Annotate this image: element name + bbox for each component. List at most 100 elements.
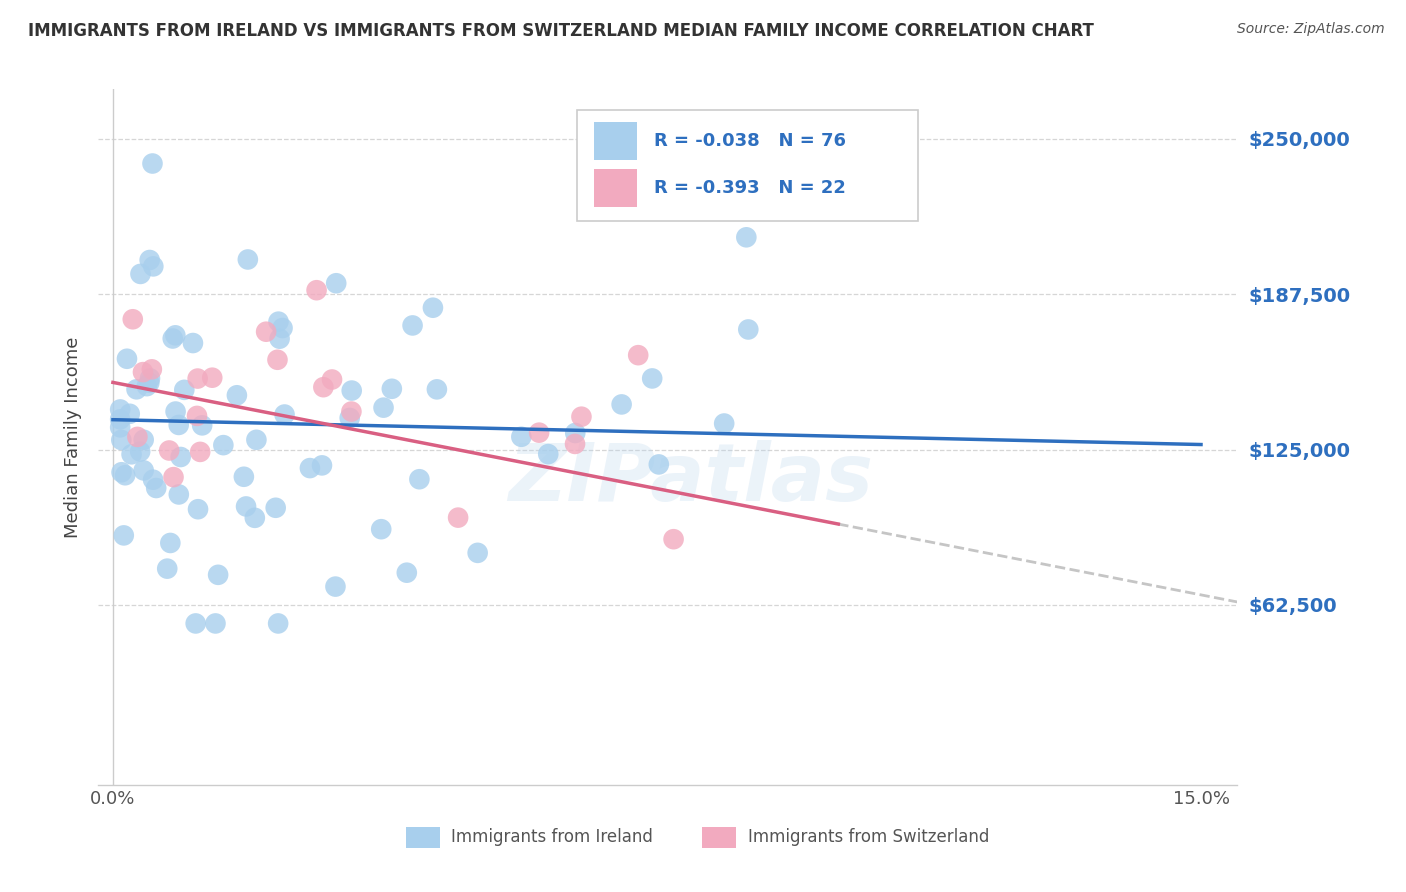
Point <box>135 379 157 393</box>
Text: IMMIGRANTS FROM IRELAND VS IMMIGRANTS FROM SWITZERLAND MEDIAN FAMILY INCOME CORR: IMMIGRANTS FROM IRELAND VS IMMIGRANTS FR… <box>28 22 1094 40</box>
FancyBboxPatch shape <box>702 827 737 847</box>
FancyBboxPatch shape <box>576 110 918 221</box>
Point <box>610 397 633 411</box>
Point <box>108 420 131 434</box>
Point <box>564 437 586 451</box>
Point <box>373 401 395 415</box>
Point <box>121 312 143 326</box>
Point <box>267 616 290 631</box>
Point <box>157 443 180 458</box>
Point <box>537 447 560 461</box>
Text: Immigrants from Ireland: Immigrants from Ireland <box>451 828 654 847</box>
Point <box>129 444 152 458</box>
Point <box>207 567 229 582</box>
Text: R = -0.393   N = 22: R = -0.393 N = 22 <box>654 179 846 197</box>
Point <box>132 463 155 477</box>
Point <box>162 331 184 345</box>
Point <box>641 371 664 385</box>
Point <box>243 511 266 525</box>
Point <box>114 468 136 483</box>
Text: Source: ZipAtlas.com: Source: ZipAtlas.com <box>1237 22 1385 37</box>
Point <box>201 370 224 384</box>
Point <box>339 411 361 425</box>
Point <box>311 458 333 473</box>
Point <box>125 382 148 396</box>
Point <box>127 430 149 444</box>
Point <box>165 328 187 343</box>
Point <box>167 417 190 432</box>
Point <box>627 348 650 362</box>
Point <box>129 267 152 281</box>
Point <box>141 362 163 376</box>
Point <box>254 325 277 339</box>
Point <box>110 465 132 479</box>
Point <box>426 382 449 396</box>
Point <box>186 409 208 423</box>
Point <box>264 500 287 515</box>
Point <box>340 384 363 398</box>
Point <box>165 404 187 418</box>
Point <box>340 404 363 418</box>
Point <box>142 260 165 274</box>
Point <box>139 371 162 385</box>
Point <box>169 450 191 464</box>
Text: R = -0.038   N = 76: R = -0.038 N = 76 <box>654 132 846 150</box>
Point <box>156 561 179 575</box>
Point <box>267 315 290 329</box>
Point <box>138 376 160 390</box>
Point <box>381 382 404 396</box>
Point <box>112 528 135 542</box>
Point <box>115 351 138 366</box>
Point <box>401 318 423 333</box>
Point <box>184 616 207 631</box>
FancyBboxPatch shape <box>593 122 637 161</box>
Text: ZIPatlas: ZIPatlas <box>508 440 873 518</box>
FancyBboxPatch shape <box>593 169 637 208</box>
Point <box>321 372 343 386</box>
Point <box>138 252 160 267</box>
Point <box>204 616 226 631</box>
Point <box>735 230 758 244</box>
FancyBboxPatch shape <box>406 827 440 847</box>
Point <box>118 407 141 421</box>
Point <box>132 433 155 447</box>
Point <box>447 510 470 524</box>
Point <box>662 532 685 546</box>
Point <box>232 469 254 483</box>
Point <box>564 425 586 440</box>
Point <box>110 433 132 447</box>
Point <box>162 470 184 484</box>
Point <box>167 487 190 501</box>
Point <box>422 301 444 315</box>
Point <box>225 388 247 402</box>
Point <box>132 365 155 379</box>
Point <box>713 417 735 431</box>
Point <box>181 336 204 351</box>
Point <box>887 202 910 216</box>
Point <box>395 566 418 580</box>
Point <box>510 430 533 444</box>
Point <box>467 546 489 560</box>
Point <box>273 408 295 422</box>
Point <box>370 522 392 536</box>
Text: Immigrants from Switzerland: Immigrants from Switzerland <box>748 828 988 847</box>
Y-axis label: Median Family Income: Median Family Income <box>63 336 82 538</box>
Point <box>159 536 181 550</box>
Point <box>571 409 593 424</box>
Point <box>269 332 291 346</box>
Point <box>648 458 671 472</box>
Point <box>235 500 257 514</box>
Point <box>305 283 328 297</box>
Point <box>312 380 335 394</box>
Point <box>527 425 550 440</box>
Point <box>141 156 163 170</box>
Point <box>408 472 430 486</box>
Point <box>187 502 209 516</box>
Point <box>236 252 259 267</box>
Point <box>266 352 288 367</box>
Point <box>325 277 347 291</box>
Point <box>245 433 267 447</box>
Point <box>187 371 209 385</box>
Point <box>325 580 347 594</box>
Point <box>145 481 167 495</box>
